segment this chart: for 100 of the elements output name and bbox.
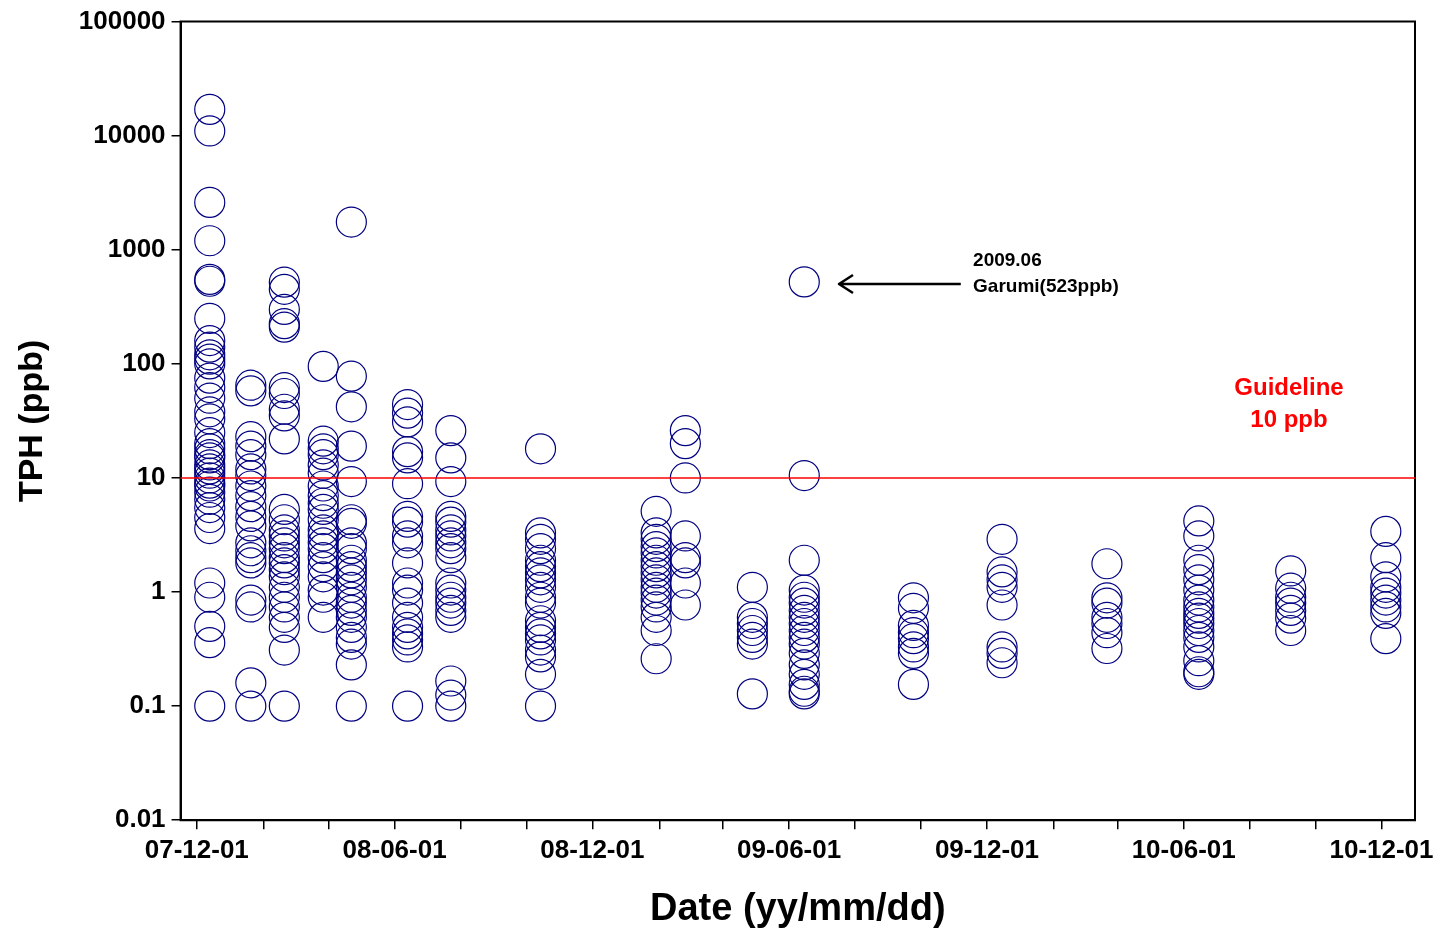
point [524, 690, 557, 722]
point [640, 531, 672, 563]
point [235, 459, 267, 492]
point [1183, 520, 1215, 552]
point [307, 504, 339, 536]
point [391, 574, 424, 606]
point [235, 470, 267, 502]
point [391, 624, 424, 656]
y-tick-label: 100000 [78, 4, 166, 35]
point [194, 331, 226, 363]
point [1370, 542, 1402, 574]
point [669, 415, 701, 447]
point [391, 506, 424, 538]
point [307, 449, 339, 481]
point [1275, 555, 1307, 587]
point [524, 611, 557, 643]
point [640, 495, 672, 527]
point [194, 491, 226, 524]
point [1091, 601, 1123, 633]
point [1275, 602, 1307, 634]
point [435, 533, 467, 565]
point [194, 567, 226, 599]
point [669, 567, 701, 599]
point [640, 564, 672, 596]
point [897, 631, 930, 663]
point [268, 504, 300, 536]
point [736, 607, 768, 640]
point [235, 527, 267, 559]
point [986, 637, 1018, 669]
point [391, 520, 424, 552]
point [268, 266, 300, 298]
point [391, 442, 424, 474]
point [1183, 607, 1215, 640]
x-tick-label: 09-12-01 [934, 833, 1039, 864]
point [986, 556, 1018, 588]
point [1183, 621, 1215, 654]
point [307, 470, 339, 502]
point [307, 581, 339, 613]
point [307, 457, 339, 489]
point [669, 462, 701, 494]
point [640, 537, 672, 569]
point [235, 690, 267, 722]
point [307, 425, 339, 457]
point [268, 400, 300, 432]
point [268, 393, 300, 425]
point [640, 544, 672, 576]
point [335, 360, 367, 392]
point [788, 607, 820, 640]
point [235, 421, 267, 453]
point [640, 614, 672, 647]
point [235, 430, 267, 462]
point [268, 601, 300, 633]
point [1370, 571, 1402, 603]
point [640, 643, 672, 675]
point [268, 533, 300, 565]
point [524, 557, 557, 589]
point [335, 533, 367, 565]
point [194, 501, 226, 534]
point [788, 587, 820, 619]
point [1183, 564, 1215, 596]
point [669, 428, 701, 460]
point [194, 115, 226, 147]
point [194, 362, 226, 394]
point [788, 601, 820, 633]
point [335, 206, 367, 238]
point [335, 601, 367, 633]
point [391, 587, 424, 619]
point [194, 186, 226, 219]
point [524, 641, 557, 673]
point [736, 601, 768, 633]
point [307, 487, 339, 519]
point [897, 623, 930, 655]
point [235, 439, 267, 471]
point [1370, 577, 1402, 609]
point [194, 610, 226, 642]
point [435, 506, 467, 538]
x-tick-label: 07-12-01 [144, 833, 249, 864]
point [335, 628, 367, 660]
point [788, 266, 820, 298]
point [235, 591, 267, 623]
point [391, 690, 424, 722]
point [435, 542, 467, 574]
point [268, 514, 300, 546]
point [736, 628, 768, 660]
point [268, 371, 300, 404]
point [736, 678, 768, 710]
point [268, 690, 300, 722]
point [268, 293, 300, 326]
point [194, 627, 226, 659]
point [524, 571, 557, 603]
point [307, 439, 339, 471]
point [435, 594, 467, 627]
point [1370, 623, 1402, 655]
point [335, 527, 367, 559]
point [435, 442, 467, 474]
point [435, 587, 467, 619]
point [307, 350, 339, 382]
point [435, 527, 467, 559]
point [524, 564, 557, 596]
point [435, 601, 467, 633]
